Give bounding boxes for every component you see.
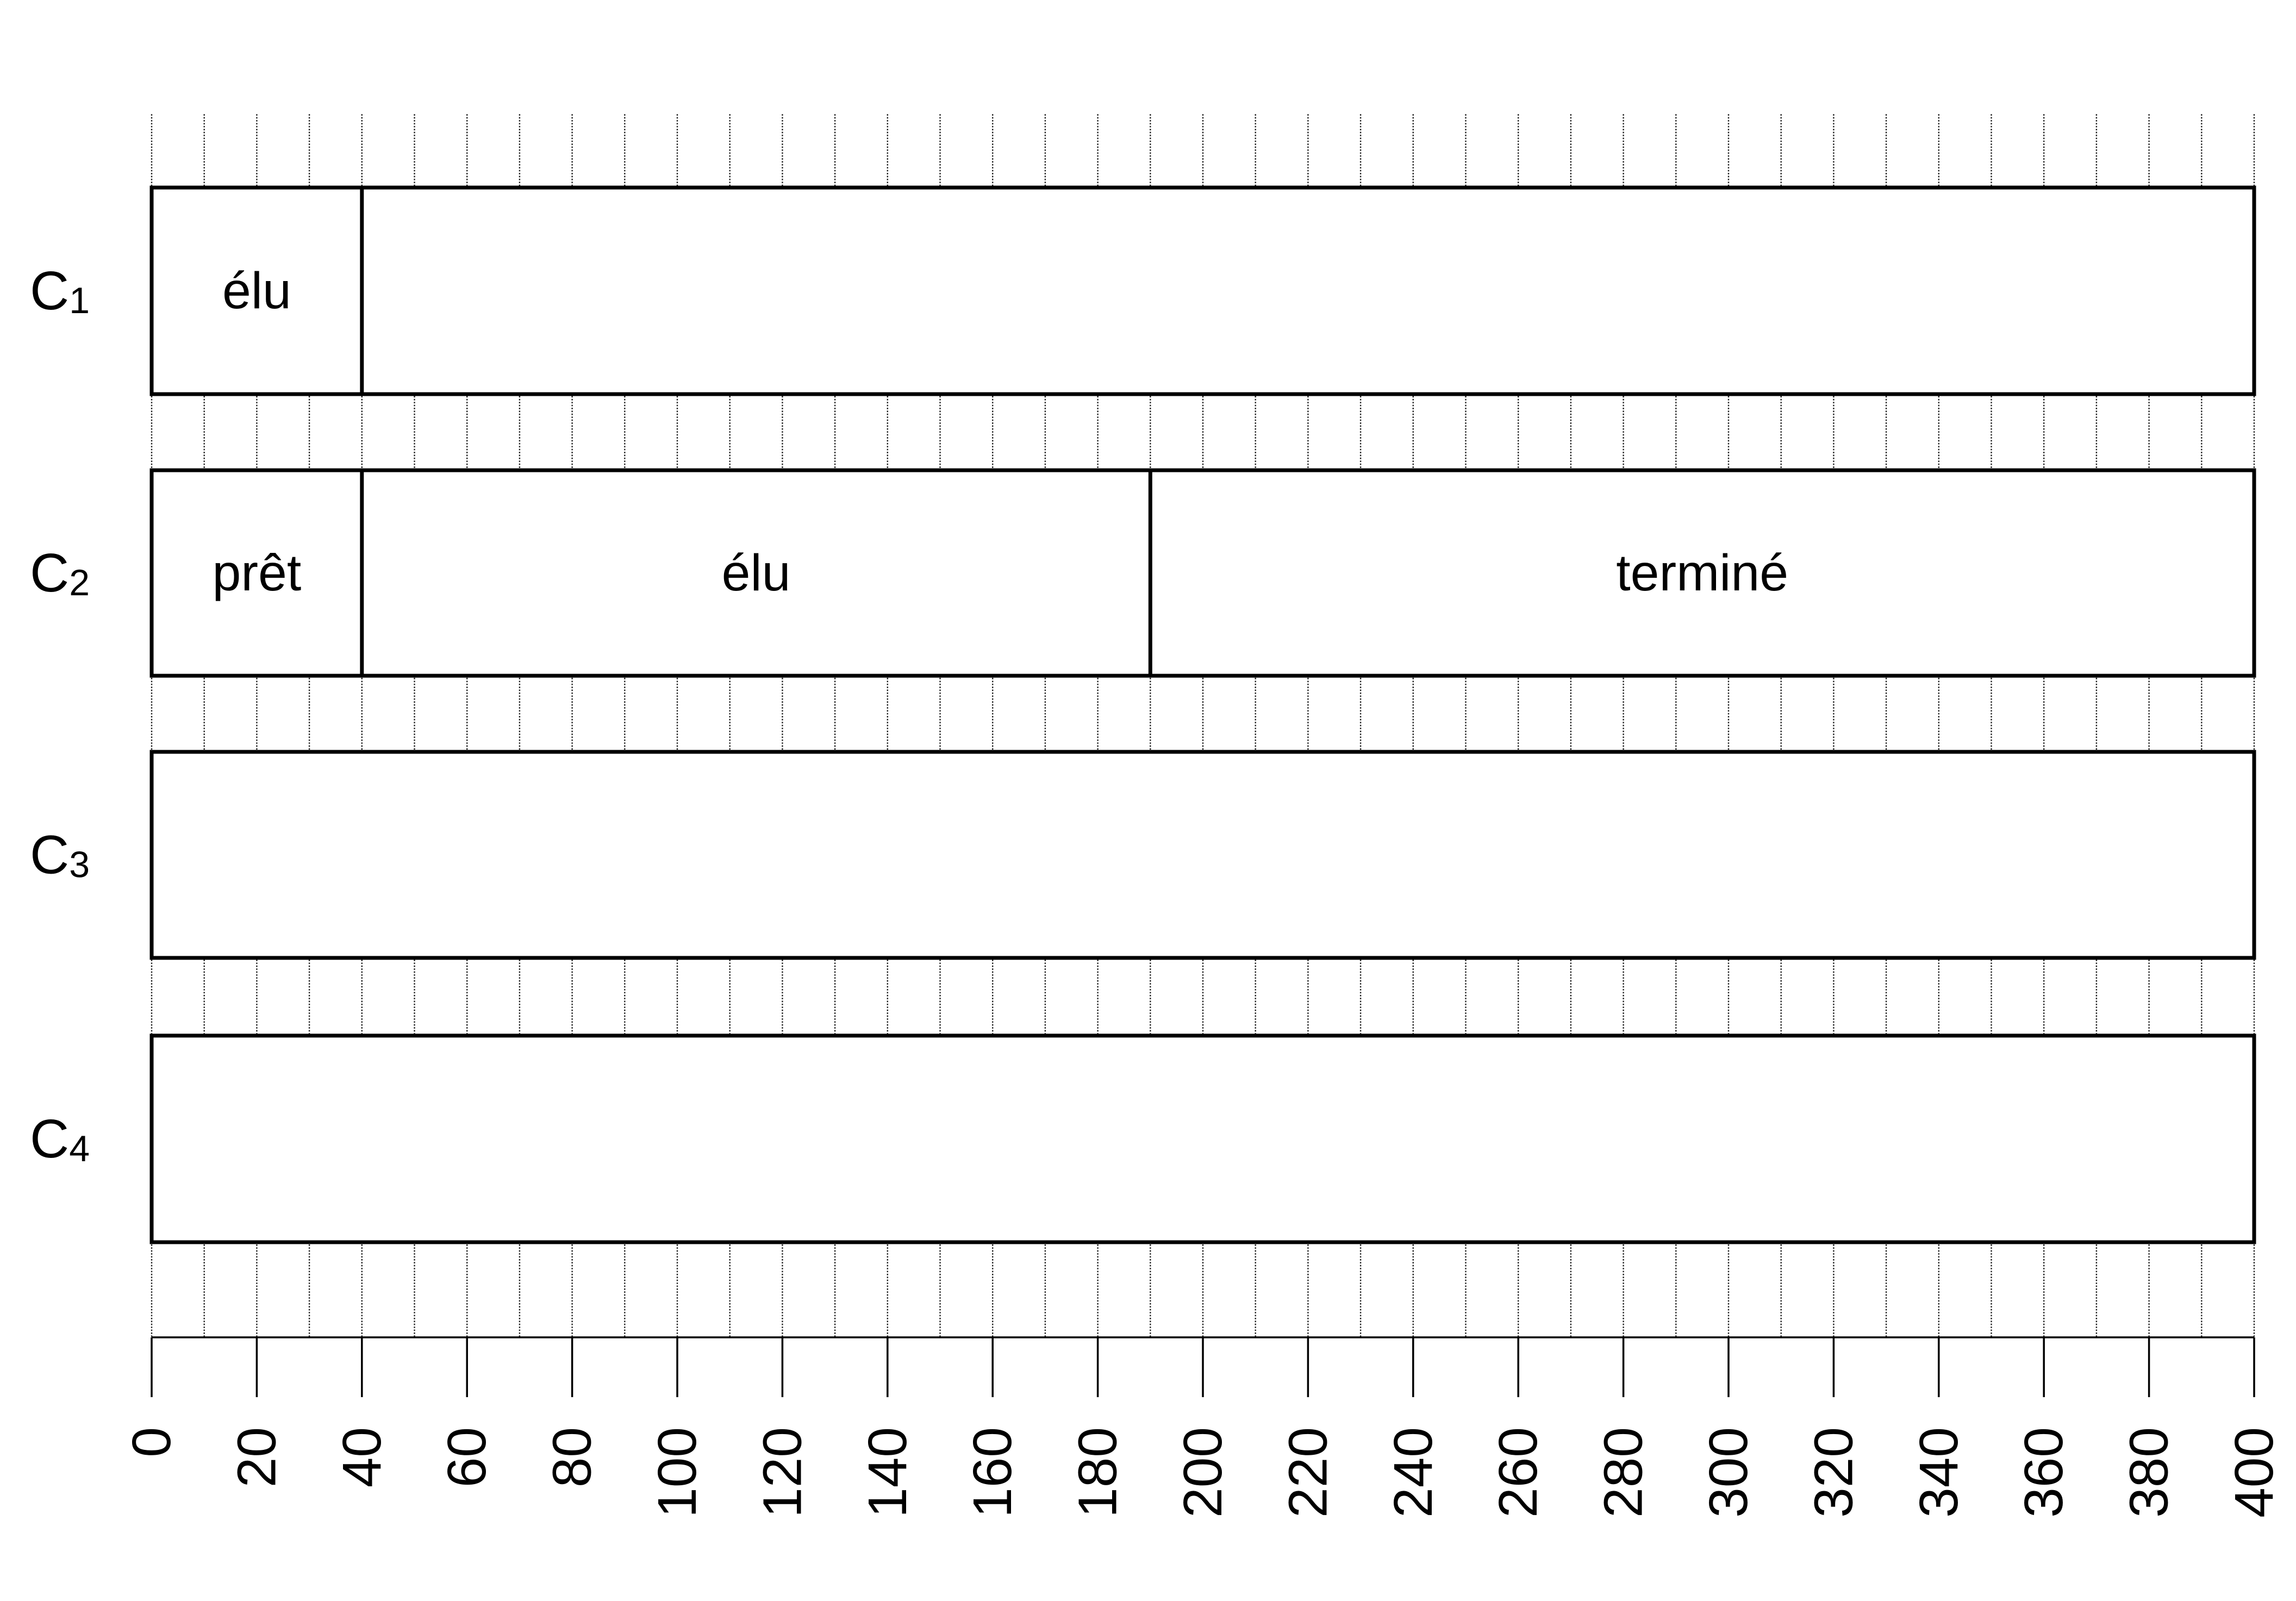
row-label: C1 bbox=[30, 260, 90, 321]
x-axis: 0 20 40 60 80 100 120 140 160 180 200 220 240 260 280 3… bbox=[121, 1336, 2285, 1518]
x-tick-label: 180 bbox=[1068, 1427, 1128, 1518]
row-label-subscript: 4 bbox=[69, 1128, 90, 1169]
x-tick-label: 400 bbox=[2224, 1427, 2285, 1518]
row-frame bbox=[149, 750, 2256, 960]
x-tick-label: 320 bbox=[1803, 1427, 1864, 1518]
state-label: élu bbox=[222, 262, 291, 320]
state-label: élu bbox=[722, 544, 791, 602]
row-frame bbox=[149, 468, 2256, 678]
row-label-base: C bbox=[30, 825, 69, 886]
x-tick-label: 380 bbox=[2119, 1427, 2180, 1518]
timeline-row-c4: C4 bbox=[30, 1033, 2256, 1244]
row-frame bbox=[149, 185, 2256, 396]
row-label-subscript: 3 bbox=[69, 844, 90, 886]
x-tick-label: 0 bbox=[121, 1427, 182, 1457]
timeline-row-c1: C1 élu bbox=[30, 185, 2256, 396]
x-tick-label: 300 bbox=[1698, 1427, 1759, 1518]
x-tick-label: 100 bbox=[647, 1427, 708, 1518]
row-frame bbox=[149, 1033, 2256, 1244]
row-label-base: C bbox=[30, 1108, 69, 1169]
timeline-row-c3: C3 bbox=[30, 750, 2256, 960]
x-tick-label: 260 bbox=[1488, 1427, 1549, 1518]
row-label-base: C bbox=[30, 260, 69, 321]
timeline-row-c2: C2 prêt élu terminé bbox=[30, 468, 2256, 678]
x-tick-label: 340 bbox=[1908, 1427, 1969, 1518]
row-label: C3 bbox=[30, 825, 90, 886]
state-label: prêt bbox=[213, 544, 302, 602]
x-tick-label: 220 bbox=[1277, 1427, 1338, 1518]
x-tick-label: 360 bbox=[2013, 1427, 2074, 1518]
row-label-subscript: 1 bbox=[69, 280, 90, 321]
row-label: C2 bbox=[30, 543, 90, 603]
row-label-subscript: 2 bbox=[69, 562, 90, 603]
x-tick-label: 20 bbox=[226, 1427, 287, 1487]
row-label: C4 bbox=[30, 1108, 90, 1169]
x-tick-label: 240 bbox=[1383, 1427, 1444, 1518]
x-tick-label: 40 bbox=[332, 1427, 392, 1487]
row-label-base: C bbox=[30, 543, 69, 603]
x-tick-label: 200 bbox=[1172, 1427, 1233, 1518]
x-tick-label: 80 bbox=[542, 1427, 603, 1487]
state-label: terminé bbox=[1616, 544, 1788, 602]
x-tick-label: 120 bbox=[752, 1427, 813, 1518]
x-tick-label: 60 bbox=[436, 1427, 497, 1487]
x-tick-label: 280 bbox=[1593, 1427, 1654, 1518]
x-tick-label: 140 bbox=[857, 1427, 918, 1518]
x-tick-label: 160 bbox=[962, 1427, 1023, 1518]
